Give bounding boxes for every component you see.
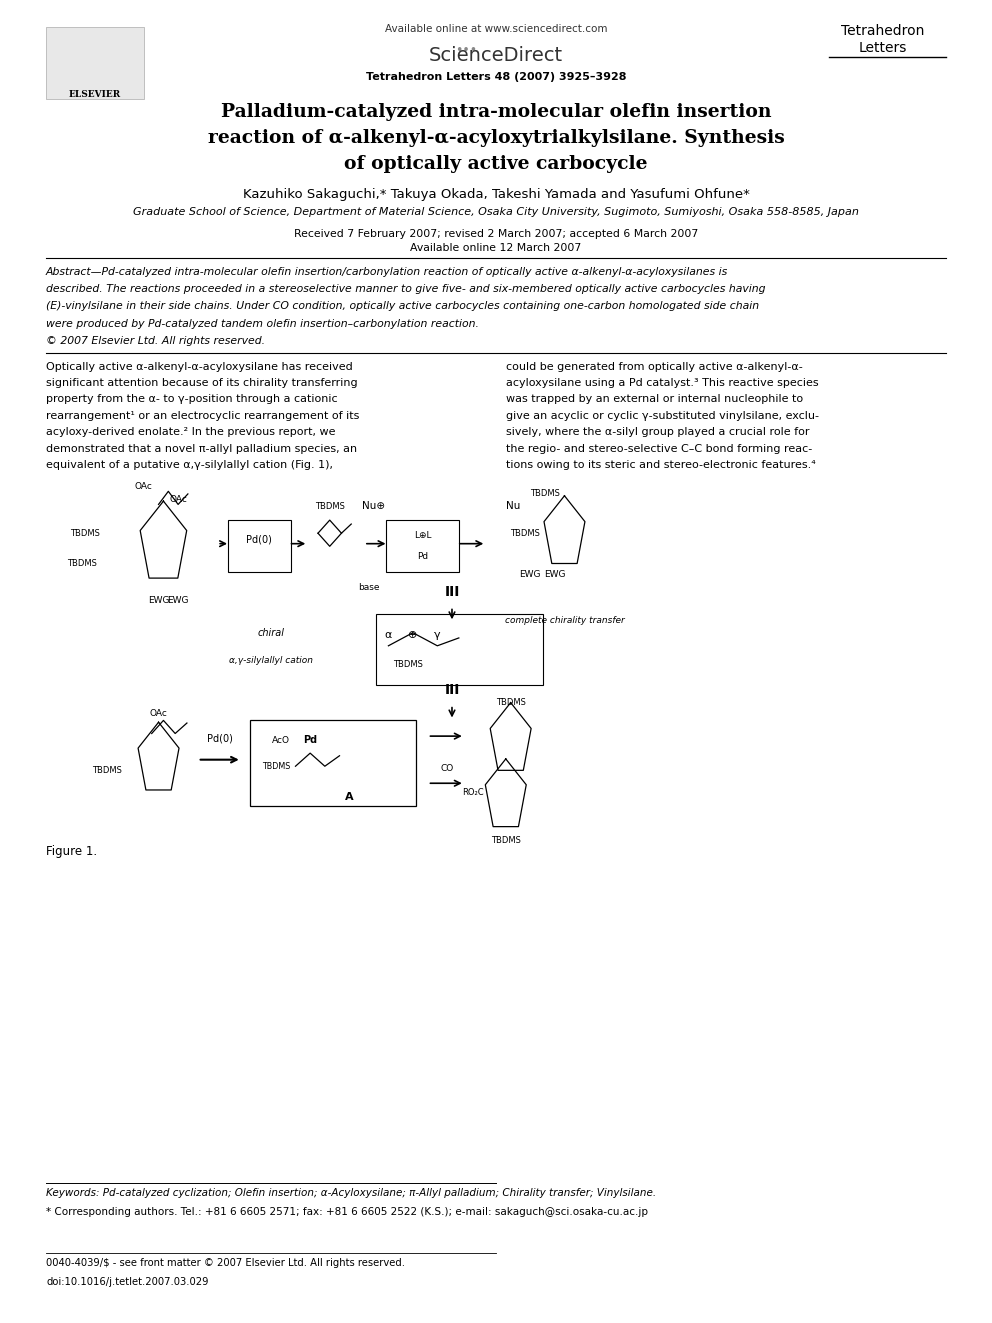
Text: Optically active α-alkenyl-α-acyloxysilane has received: Optically active α-alkenyl-α-acyloxysila… (46, 361, 353, 372)
Text: Available online 12 March 2007: Available online 12 March 2007 (411, 242, 581, 253)
Text: Kazuhiko Sakaguchi,* Takuya Okada, Takeshi Yamada and Yasufumi Ohfune*: Kazuhiko Sakaguchi,* Takuya Okada, Takes… (243, 188, 749, 201)
Text: tions owing to its steric and stereo-electronic features.⁴: tions owing to its steric and stereo-ele… (506, 460, 815, 470)
Text: of optically active carbocycle: of optically active carbocycle (344, 155, 648, 173)
Text: reaction of α-alkenyl-α-acyloxytrialkylsilane. Synthesis: reaction of α-alkenyl-α-acyloxytrialkyls… (207, 128, 785, 147)
Text: were produced by Pd-catalyzed tandem olefin insertion–carbonylation reaction.: were produced by Pd-catalyzed tandem ole… (46, 319, 479, 328)
Text: significant attention because of its chirality transferring: significant attention because of its chi… (46, 378, 358, 388)
Text: TBDMS: TBDMS (393, 660, 423, 668)
Text: Nu: Nu (506, 501, 520, 511)
Text: EWG: EWG (544, 570, 565, 579)
Text: acyloxy-derived enolate.² In the previous report, we: acyloxy-derived enolate.² In the previou… (46, 427, 335, 437)
Text: Letters: Letters (858, 41, 907, 56)
Text: CO: CO (440, 763, 453, 773)
Text: Received 7 February 2007; revised 2 March 2007; accepted 6 March 2007: Received 7 February 2007; revised 2 Marc… (294, 229, 698, 239)
Text: •••: ••• (455, 44, 478, 57)
Text: TBDMS: TBDMS (314, 501, 344, 511)
Text: TBDMS: TBDMS (70, 529, 100, 537)
Text: III: III (444, 683, 459, 697)
Text: TBDMS: TBDMS (67, 558, 97, 568)
Text: EWG: EWG (520, 570, 541, 579)
Text: Palladium-catalyzed intra-molecular olefin insertion: Palladium-catalyzed intra-molecular olef… (221, 102, 771, 120)
Bar (46, 26, 144, 99)
Text: Tetrahedron Letters 48 (2007) 3925–3928: Tetrahedron Letters 48 (2007) 3925–3928 (366, 73, 626, 82)
Text: equivalent of a putative α,γ-silylallyl cation (Fig. 1),: equivalent of a putative α,γ-silylallyl … (46, 460, 333, 470)
Text: base: base (358, 583, 380, 591)
Text: (E)-vinylsilane in their side chains. Under CO condition, optically active carbo: (E)-vinylsilane in their side chains. Un… (46, 302, 759, 311)
Text: the regio- and stereo-selective C–C bond forming reac-: the regio- and stereo-selective C–C bond… (506, 443, 812, 454)
Text: Abstract—Pd-catalyzed intra-molecular olefin insertion/carbonylation reaction of: Abstract—Pd-catalyzed intra-molecular ol… (46, 267, 728, 278)
Text: α: α (385, 630, 392, 640)
Text: demonstrated that a novel π-allyl palladium species, an: demonstrated that a novel π-allyl pallad… (46, 443, 357, 454)
Text: OAc: OAc (170, 495, 187, 504)
FancyBboxPatch shape (387, 520, 459, 573)
Text: property from the α- to γ-position through a cationic: property from the α- to γ-position throu… (46, 394, 337, 405)
Text: TBDMS: TBDMS (510, 529, 540, 537)
Text: Pd: Pd (304, 736, 317, 745)
Text: ⊕: ⊕ (408, 630, 418, 640)
Text: © 2007 Elsevier Ltd. All rights reserved.: © 2007 Elsevier Ltd. All rights reserved… (46, 336, 265, 345)
FancyBboxPatch shape (376, 614, 543, 685)
FancyBboxPatch shape (228, 520, 291, 573)
Text: OAc: OAc (135, 483, 153, 491)
Text: chiral: chiral (258, 628, 285, 638)
Text: α,γ-silylallyl cation: α,γ-silylallyl cation (229, 656, 313, 665)
Text: AcO: AcO (272, 736, 290, 745)
Text: TBDMS: TBDMS (530, 490, 559, 497)
Text: Pd(0): Pd(0) (207, 734, 233, 744)
Text: 0040-4039/$ - see front matter © 2007 Elsevier Ltd. All rights reserved.: 0040-4039/$ - see front matter © 2007 El… (46, 1258, 405, 1269)
Text: III: III (444, 585, 459, 599)
Text: A: A (345, 792, 353, 803)
Text: could be generated from optically active α-alkenyl-α-: could be generated from optically active… (506, 361, 803, 372)
Text: * Corresponding authors. Tel.: +81 6 6605 2571; fax: +81 6 6605 2522 (K.S.); e-m: * Corresponding authors. Tel.: +81 6 660… (46, 1208, 648, 1217)
Text: described. The reactions proceeded in a stereoselective manner to give five- and: described. The reactions proceeded in a … (46, 284, 766, 295)
Text: give an acyclic or cyclic γ-substituted vinylsilane, exclu-: give an acyclic or cyclic γ-substituted … (506, 411, 818, 421)
Text: EWG: EWG (168, 597, 188, 605)
Text: Pd(0): Pd(0) (246, 534, 272, 545)
Text: TBDMS: TBDMS (496, 699, 526, 708)
Text: was trapped by an external or internal nucleophile to: was trapped by an external or internal n… (506, 394, 803, 405)
Text: EWG: EWG (148, 597, 170, 605)
Text: sively, where the α-silyl group played a crucial role for: sively, where the α-silyl group played a… (506, 427, 809, 437)
Text: γ: γ (434, 630, 440, 640)
Text: TBDMS: TBDMS (92, 766, 122, 775)
Text: Figure 1.: Figure 1. (46, 845, 97, 857)
Text: RO₂C: RO₂C (461, 789, 483, 796)
Text: ScienceDirect: ScienceDirect (429, 46, 563, 65)
Text: Tetrahedron: Tetrahedron (840, 24, 924, 38)
Text: doi:10.1016/j.tetlet.2007.03.029: doi:10.1016/j.tetlet.2007.03.029 (46, 1277, 208, 1287)
Text: Graduate School of Science, Department of Material Science, Osaka City Universit: Graduate School of Science, Department o… (133, 208, 859, 217)
Text: rearrangement¹ or an electrocyclic rearrangement of its: rearrangement¹ or an electrocyclic rearr… (46, 411, 359, 421)
Text: Available online at www.sciencedirect.com: Available online at www.sciencedirect.co… (385, 24, 607, 34)
Text: TBDMS: TBDMS (262, 762, 290, 771)
Text: complete chirality transfer: complete chirality transfer (505, 615, 624, 624)
Text: Nu⊕: Nu⊕ (362, 501, 385, 511)
Text: Pd: Pd (417, 552, 429, 561)
Text: Keywords: Pd-catalyzed cyclization; Olefin insertion; α-Acyloxysilane; π-Allyl p: Keywords: Pd-catalyzed cyclization; Olef… (46, 1188, 656, 1197)
Text: acyloxysilane using a Pd catalyst.³ This reactive species: acyloxysilane using a Pd catalyst.³ This… (506, 378, 818, 388)
Text: ELSEVIER: ELSEVIER (68, 90, 121, 99)
Text: OAc: OAc (150, 709, 168, 718)
Text: TBDMS: TBDMS (491, 836, 521, 844)
Text: L⊕L: L⊕L (414, 532, 432, 540)
Bar (250, 721, 416, 806)
